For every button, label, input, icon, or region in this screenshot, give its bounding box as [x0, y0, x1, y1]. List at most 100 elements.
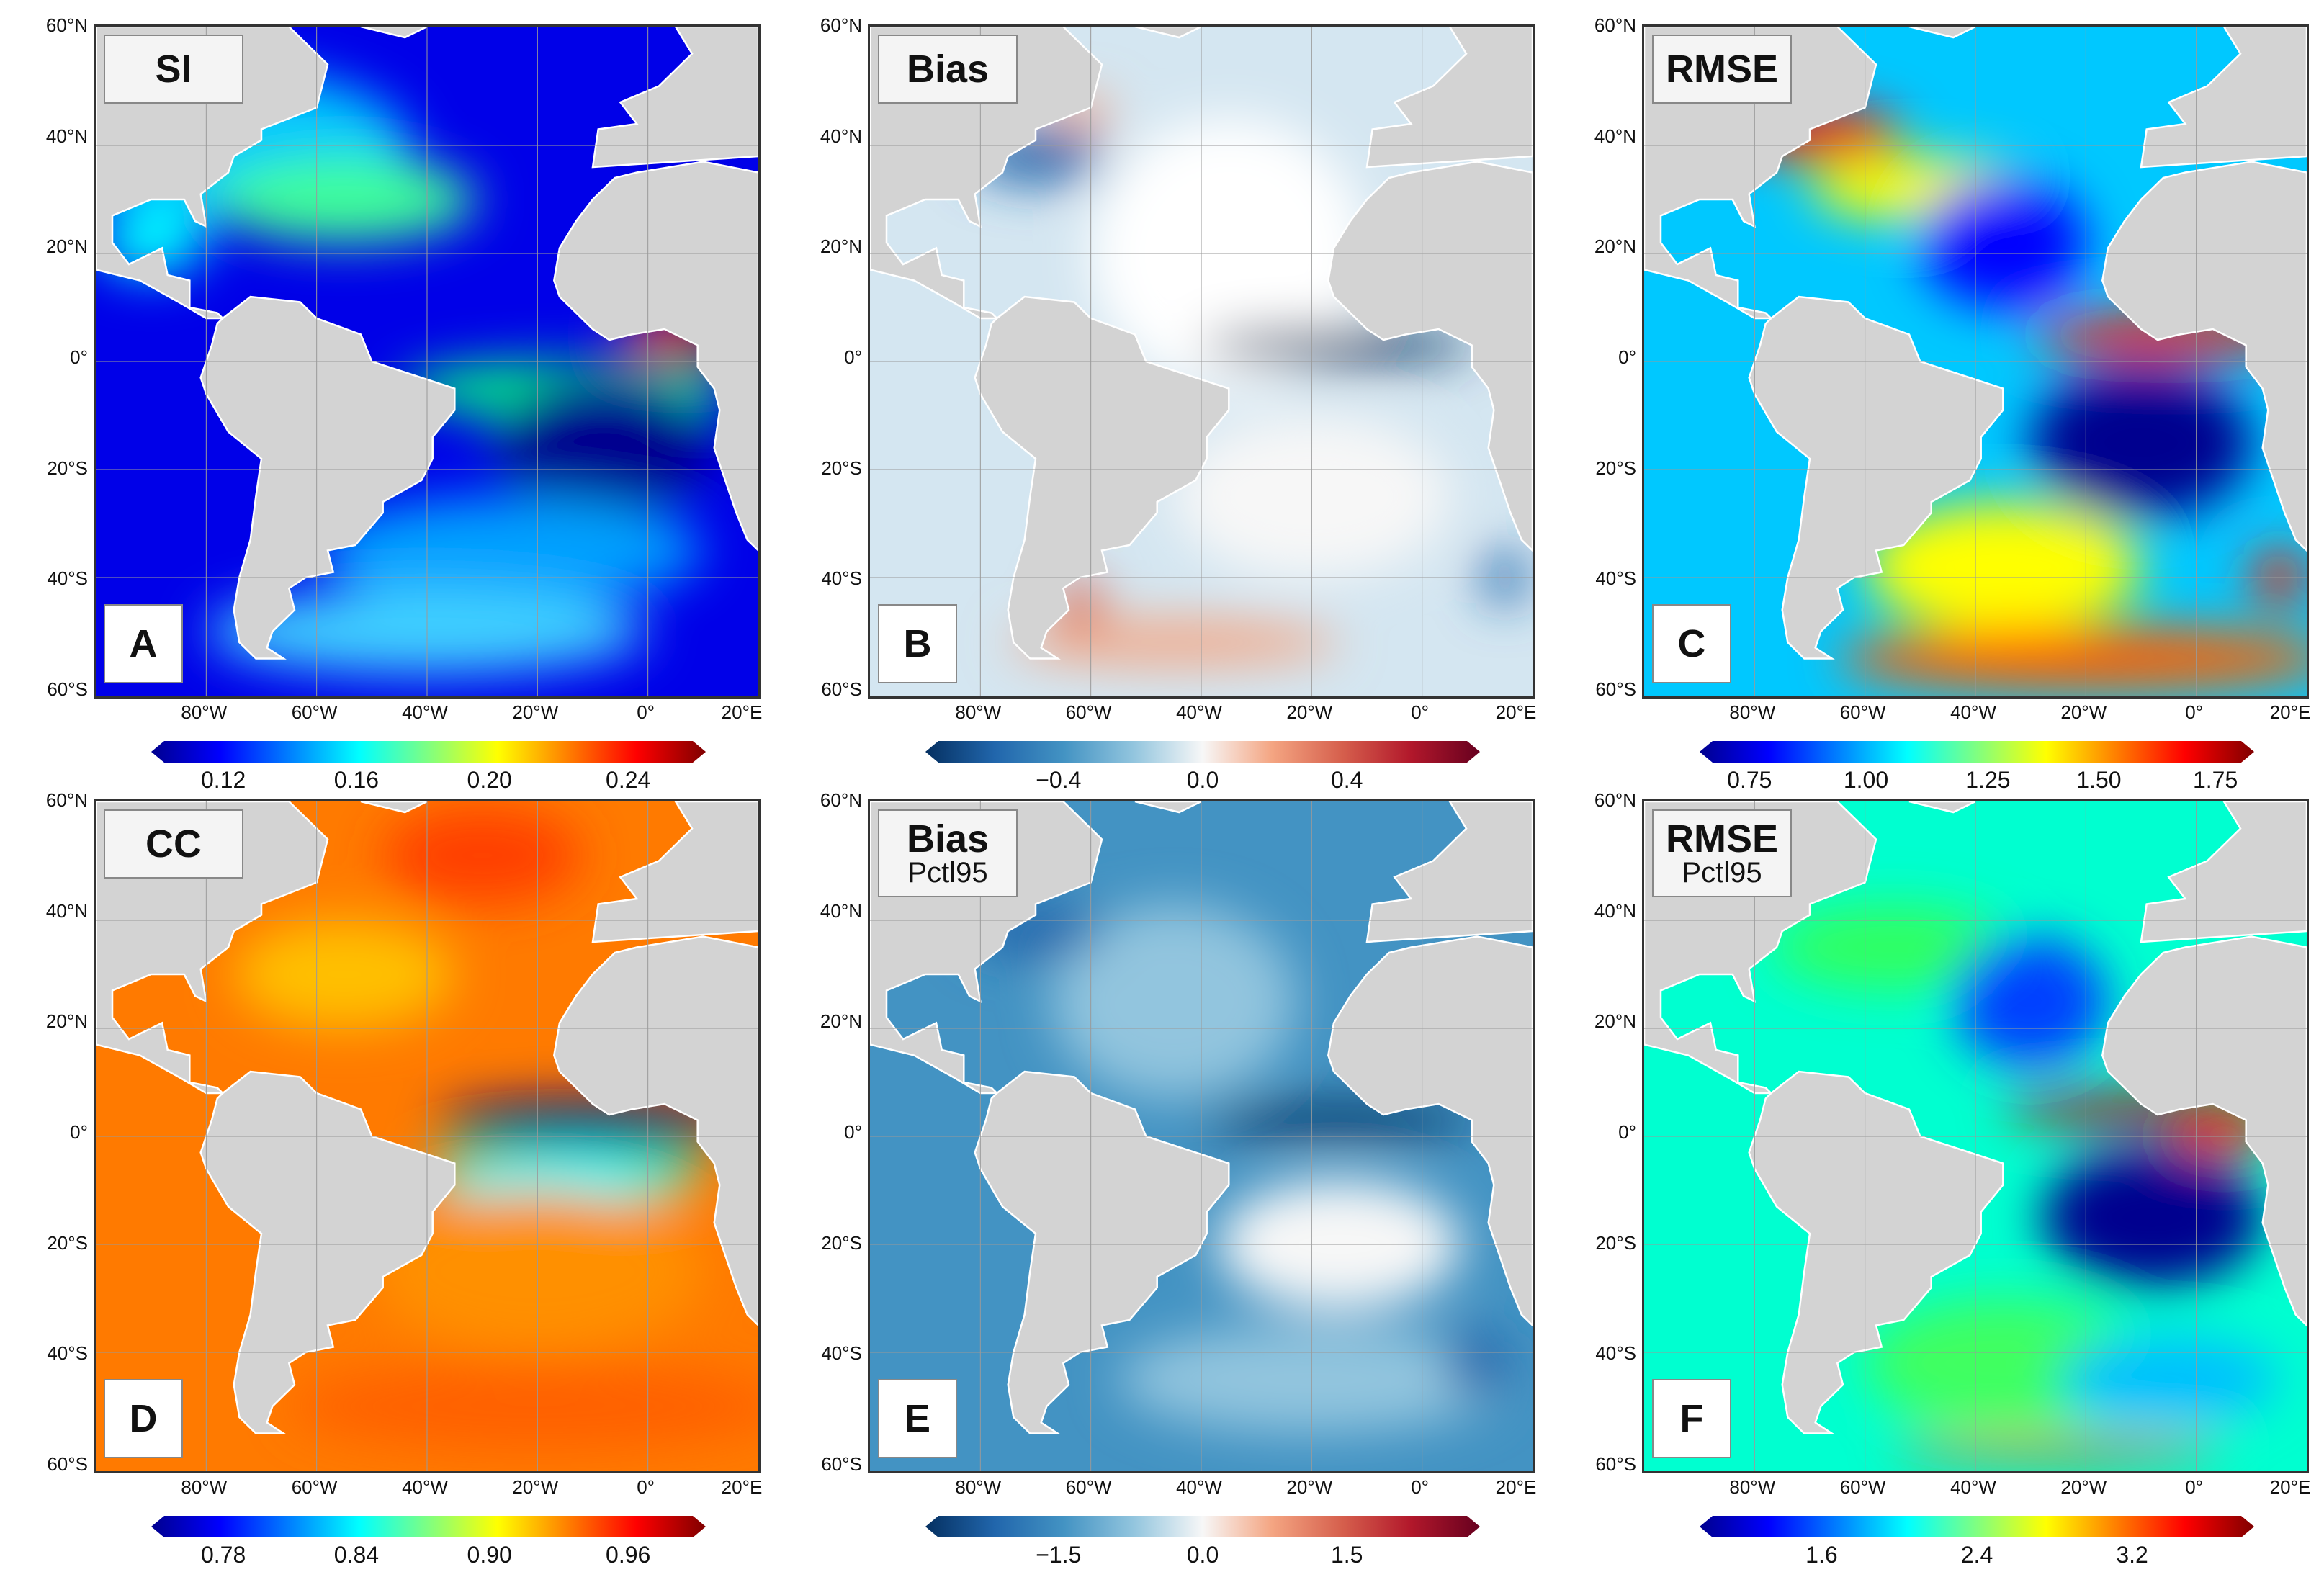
panel-title-box: RMSE: [1652, 35, 1792, 104]
colorbar-tick-label: 0.24: [606, 767, 651, 793]
longitude-label: 60°W: [1839, 1476, 1886, 1498]
panel-title: RMSE: [1665, 48, 1778, 91]
longitude-label: 20°W: [2060, 701, 2107, 723]
colorbar-tick-label: 0.90: [467, 1542, 512, 1568]
europe-landmass: [591, 27, 758, 169]
longitude-label: 40°W: [1950, 701, 1996, 723]
latitude-label: 40°S: [47, 567, 88, 590]
latitude-label: 0°: [70, 346, 88, 368]
longitude-label: 40°W: [1950, 1476, 1996, 1498]
map-frame: [1642, 799, 2309, 1473]
ocean-value-region: [1893, 1439, 2224, 1460]
ocean-value-region: [233, 920, 455, 1028]
atlantic-map: [1644, 801, 2307, 1471]
panel-title-box: CC: [104, 809, 243, 879]
ocean-value-region: [438, 1098, 748, 1142]
latitude-label: 40°S: [47, 1342, 88, 1365]
south-america-landmass: [199, 295, 456, 660]
longitude-label: 20°W: [2060, 1476, 2107, 1498]
colorbar-tick-label: 0.12: [200, 767, 246, 793]
longitude-label: 20°E: [1495, 701, 1537, 723]
latitude-label: 20°N: [1594, 1010, 1636, 1033]
colorbar-tick-label: 0.0: [1186, 767, 1219, 793]
europe-landmass: [2140, 27, 2307, 169]
greenland-landmass: [1134, 801, 1202, 814]
longitude-label: 60°W: [1839, 701, 1886, 723]
panel-letter: E: [878, 1379, 957, 1458]
colorbar: [151, 741, 706, 763]
longitude-label: 20°E: [721, 1476, 763, 1498]
longitude-label: 80°W: [955, 701, 1002, 723]
longitude-label: 20°W: [512, 701, 559, 723]
longitude-label: 0°: [1411, 1476, 1430, 1498]
ocean-value-region: [2058, 1336, 2279, 1423]
longitude-label: 60°W: [291, 1476, 338, 1498]
latitude-label: 0°: [1618, 1121, 1636, 1143]
latitude-label: 20°N: [820, 1010, 862, 1033]
longitude-label: 80°W: [181, 1476, 228, 1498]
ocean-value-region: [427, 1147, 704, 1201]
europe-landmass: [591, 801, 758, 943]
ocean-value-region: [1953, 936, 2108, 1066]
longitude-label: 80°W: [955, 1476, 1002, 1498]
greenland-landmass: [360, 801, 428, 814]
colorbar-tick-label: 0.4: [1330, 767, 1363, 793]
map-frame: [1642, 24, 2309, 699]
ocean-value-region: [212, 156, 477, 243]
colorbar-tick-label: 0.75: [1727, 767, 1772, 793]
europe-landmass: [1365, 27, 1533, 169]
graticule: [870, 801, 1533, 1471]
colorbar-tick-label: −0.4: [1036, 767, 1082, 793]
panel-title-box: Bias Pctl95: [878, 809, 1018, 897]
panel-subtitle: Pctl95: [1682, 857, 1762, 889]
colorbar-tick-label: 0.96: [606, 1542, 651, 1568]
graticule: [96, 801, 758, 1471]
panel-title: Bias: [906, 817, 990, 861]
south-america-landmass: [974, 295, 1230, 660]
latitude-label: 20°N: [45, 1010, 88, 1033]
colorbar: [151, 1516, 706, 1537]
latitude-label: 40°N: [820, 899, 862, 922]
colorbar: [1700, 1516, 2254, 1537]
colorbar-tick-label: −1.5: [1036, 1542, 1082, 1568]
latitude-label: 40°N: [820, 125, 862, 147]
ocean-value-region: [1201, 329, 1478, 361]
latitude-label: 60°S: [47, 678, 88, 700]
map-frame: [94, 24, 761, 699]
latitude-label: 40°N: [45, 899, 88, 922]
south-america-landmass: [1748, 1070, 2004, 1434]
ocean-value-region: [1201, 1104, 1478, 1136]
longitude-label: 0°: [2185, 1476, 2204, 1498]
latitude-label: 60°S: [1595, 678, 1636, 700]
ocean-value-region: [1920, 178, 2086, 307]
latitude-label: 60°N: [1594, 14, 1636, 36]
graticule: [870, 27, 1533, 696]
africa-landmass: [2101, 161, 2307, 552]
longitude-label: 40°W: [402, 1476, 448, 1498]
latitude-label: 0°: [844, 346, 862, 368]
panel-letter: D: [104, 1379, 183, 1458]
latitude-label: 0°: [70, 1121, 88, 1143]
graticule: [96, 27, 758, 696]
longitude-label: 60°W: [1065, 701, 1112, 723]
panel-subtitle: Pctl95: [907, 857, 988, 889]
panel-title-box: SI: [104, 35, 243, 104]
colorbar-tick-label: 1.25: [1965, 767, 2011, 793]
colorbar-tick-label: 1.5: [1330, 1542, 1363, 1568]
colorbar: [925, 1516, 1480, 1537]
ocean-value-region: [1837, 626, 2307, 691]
longitude-label: 20°E: [2269, 1476, 2311, 1498]
colorbar: [925, 741, 1480, 763]
latitude-label: 60°S: [821, 678, 862, 700]
ocean-value-region: [2042, 1147, 2263, 1288]
graticule: [1644, 27, 2307, 696]
latitude-label: 0°: [844, 1121, 862, 1143]
latitude-label: 60°N: [45, 14, 88, 36]
longitude-label: 80°W: [1729, 1476, 1776, 1498]
longitude-label: 60°W: [1065, 1476, 1112, 1498]
latitude-label: 40°N: [1594, 125, 1636, 147]
greenland-landmass: [1134, 27, 1202, 39]
map-frame: [868, 24, 1535, 699]
south-america-landmass: [974, 1070, 1230, 1434]
latitude-label: 40°N: [45, 125, 88, 147]
